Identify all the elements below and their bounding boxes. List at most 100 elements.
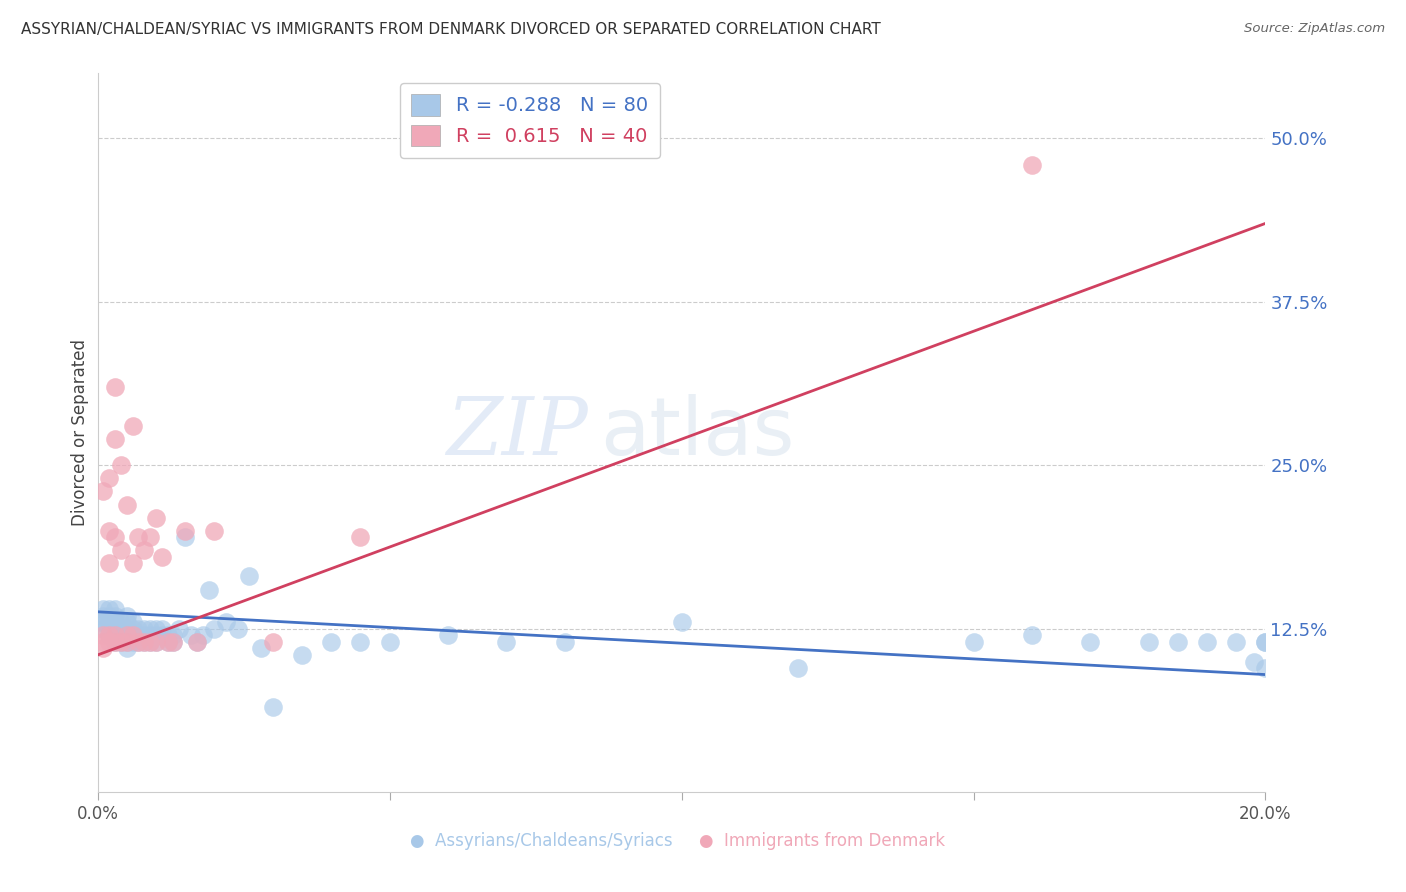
Point — [110, 458, 132, 473]
Point — [191, 628, 214, 642]
Point — [139, 635, 162, 649]
Point — [115, 641, 138, 656]
Point — [104, 608, 127, 623]
Point — [110, 615, 132, 630]
Point — [110, 635, 132, 649]
Point — [291, 648, 314, 662]
Text: ZIP: ZIP — [446, 394, 588, 471]
Point — [98, 471, 121, 485]
Point — [104, 635, 127, 649]
Text: ●  Assyrians/Chaldeans/Syriacs: ● Assyrians/Chaldeans/Syriacs — [411, 832, 672, 850]
Point — [104, 380, 127, 394]
Point — [115, 622, 138, 636]
Point — [127, 530, 149, 544]
Point — [127, 622, 149, 636]
Point — [121, 622, 143, 636]
Point — [962, 635, 984, 649]
Point — [104, 628, 127, 642]
Point — [110, 543, 132, 558]
Point — [98, 622, 121, 636]
Point — [186, 635, 208, 649]
Point — [1254, 635, 1277, 649]
Point — [93, 602, 115, 616]
Point — [150, 622, 173, 636]
Point — [1137, 635, 1160, 649]
Point — [321, 635, 343, 649]
Point — [262, 700, 284, 714]
Point — [98, 628, 121, 642]
Point — [349, 635, 371, 649]
Point — [115, 615, 138, 630]
Point — [197, 582, 219, 597]
Point — [1197, 635, 1219, 649]
Point — [127, 635, 149, 649]
Point — [671, 615, 693, 630]
Point — [115, 635, 138, 649]
Point — [115, 628, 138, 642]
Text: ●  Immigrants from Denmark: ● Immigrants from Denmark — [699, 832, 945, 850]
Point — [156, 635, 179, 649]
Point — [139, 530, 162, 544]
Point — [134, 635, 156, 649]
Point — [110, 628, 132, 642]
Point — [215, 615, 238, 630]
Point — [110, 635, 132, 649]
Point — [1254, 661, 1277, 675]
Point — [1225, 635, 1247, 649]
Point — [104, 615, 127, 630]
Point — [787, 661, 810, 675]
Point — [174, 530, 197, 544]
Point — [1021, 628, 1043, 642]
Point — [98, 628, 121, 642]
Point — [93, 484, 115, 499]
Point — [134, 628, 156, 642]
Point — [93, 615, 115, 630]
Point — [104, 530, 127, 544]
Point — [162, 635, 184, 649]
Point — [1243, 655, 1265, 669]
Text: atlas: atlas — [600, 393, 794, 472]
Point — [145, 635, 167, 649]
Point — [1021, 157, 1043, 171]
Point — [104, 622, 127, 636]
Point — [121, 628, 143, 642]
Point — [89, 615, 111, 630]
Point — [93, 635, 115, 649]
Point — [121, 628, 143, 642]
Point — [104, 602, 127, 616]
Y-axis label: Divorced or Separated: Divorced or Separated — [72, 339, 89, 526]
Point — [93, 608, 115, 623]
Point — [156, 628, 179, 642]
Point — [121, 419, 143, 434]
Point — [93, 628, 115, 642]
Point — [349, 530, 371, 544]
Point — [98, 608, 121, 623]
Point — [121, 557, 143, 571]
Point — [104, 635, 127, 649]
Point — [174, 524, 197, 538]
Point — [202, 622, 225, 636]
Point — [186, 635, 208, 649]
Point — [150, 628, 173, 642]
Point — [150, 549, 173, 564]
Point — [98, 602, 121, 616]
Point — [145, 635, 167, 649]
Point — [134, 622, 156, 636]
Point — [495, 635, 517, 649]
Point — [98, 557, 121, 571]
Point — [1254, 635, 1277, 649]
Point — [104, 432, 127, 446]
Text: ASSYRIAN/CHALDEAN/SYRIAC VS IMMIGRANTS FROM DENMARK DIVORCED OR SEPARATED CORREL: ASSYRIAN/CHALDEAN/SYRIAC VS IMMIGRANTS F… — [21, 22, 880, 37]
Point — [115, 498, 138, 512]
Point — [110, 622, 132, 636]
Point — [180, 628, 202, 642]
Point — [145, 622, 167, 636]
Point — [156, 635, 179, 649]
Point — [1078, 635, 1101, 649]
Point — [262, 635, 284, 649]
Point — [134, 543, 156, 558]
Point — [98, 615, 121, 630]
Point — [93, 622, 115, 636]
Point — [162, 635, 184, 649]
Point — [238, 569, 260, 583]
